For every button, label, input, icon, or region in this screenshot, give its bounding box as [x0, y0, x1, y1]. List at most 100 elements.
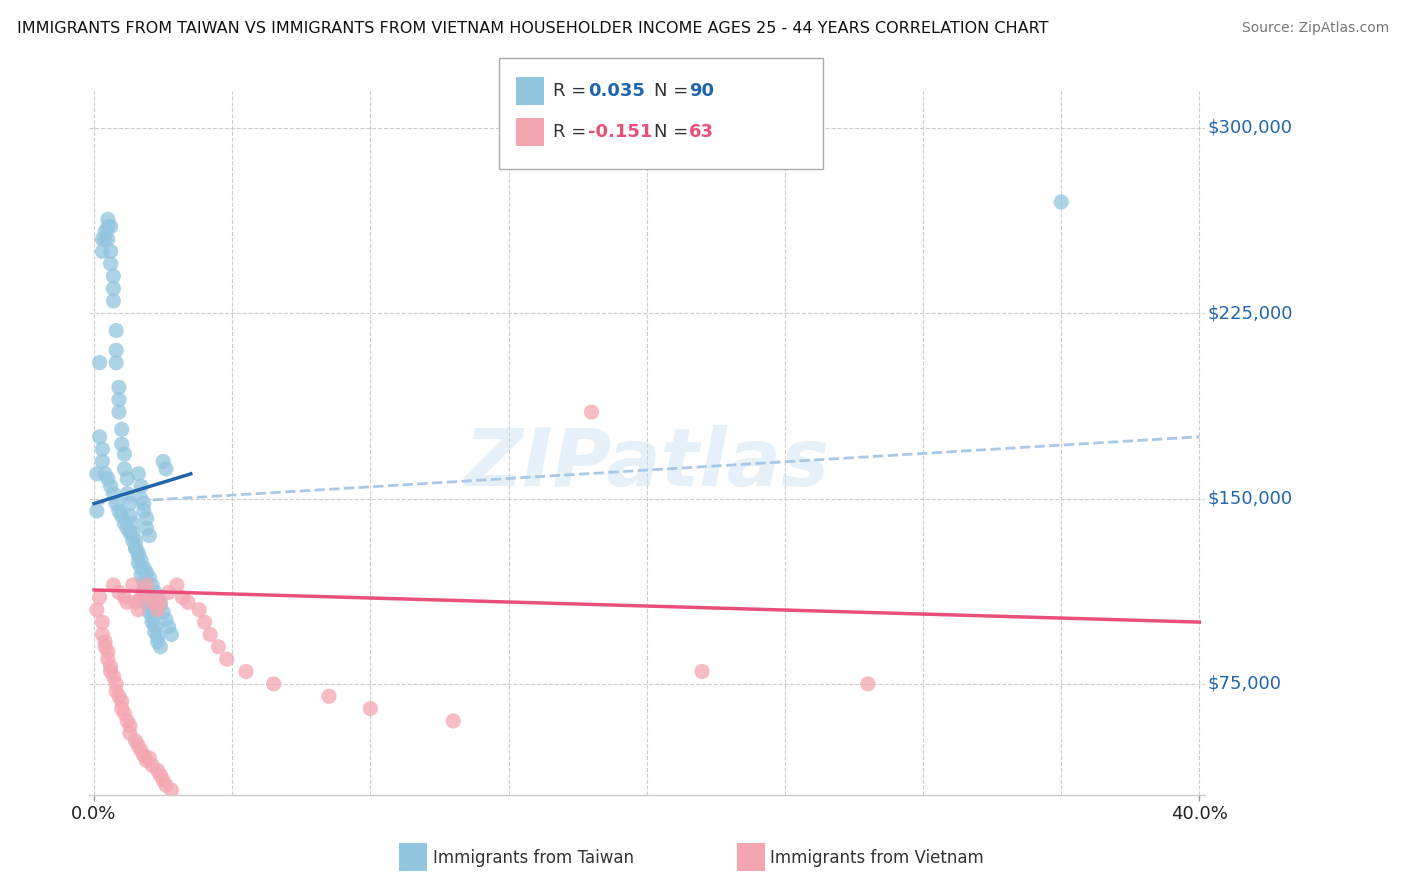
Point	[121, 526, 143, 541]
Point	[97, 472, 120, 486]
Point	[100, 665, 122, 679]
Point	[89, 430, 111, 444]
Point	[138, 528, 160, 542]
Point	[441, 714, 464, 728]
Point	[114, 516, 136, 531]
Point	[581, 405, 603, 419]
Text: $150,000: $150,000	[1208, 490, 1292, 508]
Point	[172, 591, 194, 605]
Point	[100, 659, 122, 673]
Point	[105, 496, 128, 510]
Point	[132, 496, 155, 510]
Point	[160, 627, 183, 641]
Point	[155, 613, 177, 627]
Point	[132, 575, 155, 590]
Point	[149, 768, 172, 782]
Point	[94, 467, 117, 481]
Text: Immigrants from Taiwan: Immigrants from Taiwan	[433, 849, 634, 867]
Point	[143, 620, 166, 634]
Point	[127, 739, 149, 753]
Point	[121, 578, 143, 592]
Point	[138, 600, 160, 615]
Point	[160, 783, 183, 797]
Point	[135, 521, 157, 535]
Point	[108, 504, 131, 518]
Point	[118, 719, 141, 733]
Point	[132, 585, 155, 599]
Point	[118, 726, 141, 740]
Point	[318, 690, 340, 704]
Point	[115, 714, 138, 728]
Point	[235, 665, 257, 679]
Point	[124, 541, 146, 555]
Text: R =: R =	[553, 123, 592, 141]
Point	[132, 560, 155, 574]
Point	[135, 754, 157, 768]
Point	[108, 585, 131, 599]
Point	[118, 508, 141, 523]
Point	[149, 598, 172, 612]
Point	[198, 627, 221, 641]
Point	[141, 595, 163, 609]
Point	[121, 516, 143, 531]
Text: Source: ZipAtlas.com: Source: ZipAtlas.com	[1241, 21, 1389, 35]
Point	[100, 219, 122, 234]
Point	[157, 620, 180, 634]
Point	[141, 758, 163, 772]
Point	[114, 591, 136, 605]
Point	[108, 690, 131, 704]
Point	[129, 553, 152, 567]
Point	[105, 343, 128, 358]
Point	[127, 556, 149, 570]
Point	[138, 571, 160, 585]
Point	[118, 496, 141, 510]
Point	[129, 591, 152, 605]
Point	[100, 244, 122, 259]
Point	[127, 549, 149, 563]
Point	[115, 472, 138, 486]
Point	[152, 773, 174, 788]
Point	[91, 627, 114, 641]
Point	[103, 578, 125, 592]
Point	[177, 595, 200, 609]
Point	[856, 677, 879, 691]
Point	[152, 454, 174, 468]
Point	[94, 635, 117, 649]
Point	[105, 356, 128, 370]
Point	[157, 585, 180, 599]
Point	[166, 578, 188, 592]
Point	[100, 257, 122, 271]
Point	[155, 462, 177, 476]
Point	[114, 706, 136, 721]
Point	[141, 610, 163, 624]
Point	[115, 521, 138, 535]
Point	[141, 578, 163, 592]
Point	[103, 293, 125, 308]
Point	[103, 269, 125, 284]
Text: N =: N =	[654, 123, 693, 141]
Point	[111, 422, 134, 436]
Point	[86, 603, 108, 617]
Point	[115, 595, 138, 609]
Point	[146, 603, 169, 617]
Point	[94, 232, 117, 246]
Text: N =: N =	[654, 82, 693, 100]
Point	[194, 615, 217, 629]
Point	[121, 533, 143, 548]
Point	[91, 615, 114, 629]
Point	[135, 566, 157, 580]
Text: -0.151: -0.151	[588, 123, 652, 141]
Point	[94, 225, 117, 239]
Point	[118, 526, 141, 541]
Text: R =: R =	[553, 82, 592, 100]
Point	[690, 665, 713, 679]
Point	[129, 743, 152, 757]
Text: $300,000: $300,000	[1208, 119, 1292, 136]
Point	[105, 684, 128, 698]
Point	[135, 578, 157, 592]
Point	[108, 380, 131, 394]
Point	[129, 479, 152, 493]
Point	[132, 582, 155, 597]
Point	[111, 694, 134, 708]
Point	[103, 281, 125, 295]
